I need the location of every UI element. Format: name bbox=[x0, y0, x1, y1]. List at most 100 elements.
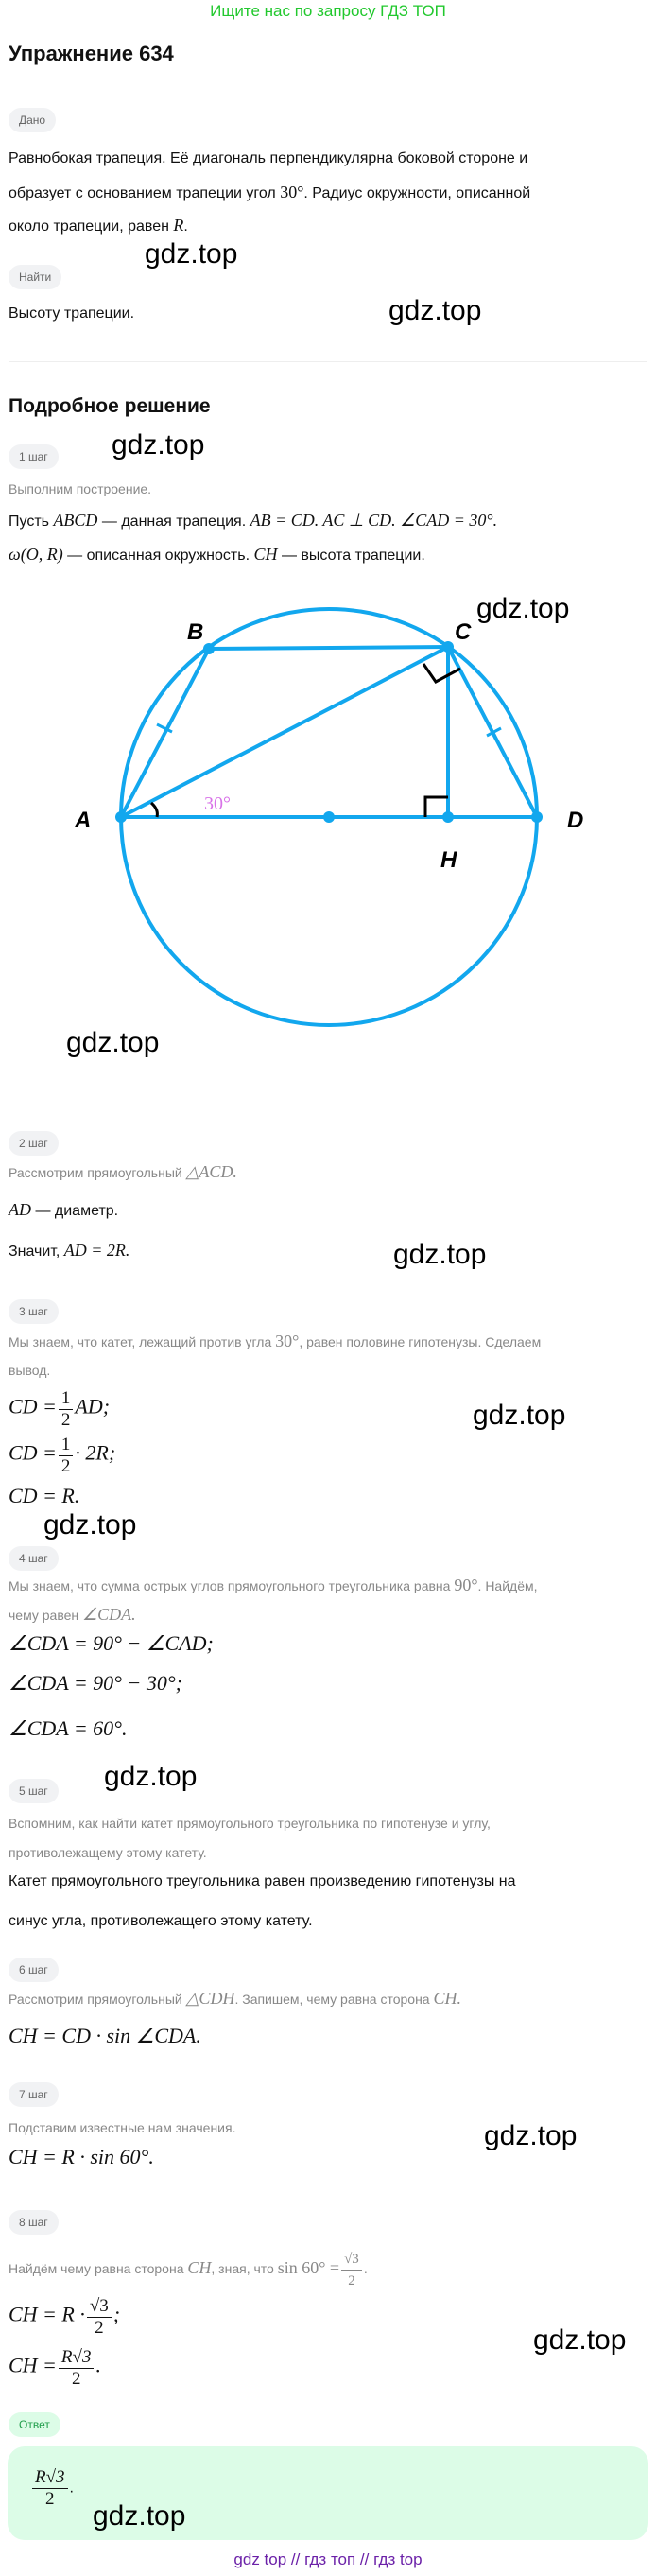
right-angle-h bbox=[423, 795, 448, 817]
point-d bbox=[531, 811, 543, 823]
page-title: Упражнение 634 bbox=[9, 42, 174, 65]
step-4-eq-3: ∠CDA = 60°. bbox=[9, 1718, 127, 1741]
text: . bbox=[183, 218, 188, 235]
math: ∠CDA = 90° − 30°; bbox=[9, 1671, 182, 1695]
fraction: √3 2 bbox=[86, 2296, 112, 2339]
math: sin 60° = bbox=[277, 2258, 340, 2278]
denominator: 2 bbox=[60, 1456, 71, 1476]
watermark: gdz.top bbox=[393, 1239, 487, 1270]
denominator: 2 bbox=[45, 2489, 55, 2509]
given-line-1: Равнобокая трапеция. Её диагональ перпен… bbox=[9, 150, 528, 166]
point-a bbox=[115, 811, 127, 823]
step-1-note: Выполним построение. bbox=[9, 481, 152, 496]
text: образует с основанием трапеции угол bbox=[9, 185, 276, 201]
step-7-badge: 7 шаг bbox=[9, 2082, 59, 2107]
fraction: R√3 2 bbox=[32, 2467, 68, 2510]
text: . Радиус окружности, описанной bbox=[303, 185, 531, 201]
math: · 2R; bbox=[75, 1440, 116, 1465]
step-5-rule-1: Катет прямоугольного треугольника равен … bbox=[9, 1873, 516, 1889]
math: ∠CDA. bbox=[82, 1605, 136, 1624]
watermark: gdz.top bbox=[145, 238, 238, 270]
watermark: gdz.top bbox=[104, 1761, 198, 1792]
denominator: 2 bbox=[60, 1410, 71, 1430]
point-b bbox=[203, 643, 215, 654]
step-4-note-1: Мы знаем, что сумма острых углов прямоуг… bbox=[9, 1575, 538, 1595]
step-2-line-2: Значит, AD = 2R. bbox=[9, 1241, 129, 1262]
math: R bbox=[173, 216, 184, 235]
math: CH = R · bbox=[9, 2302, 85, 2326]
divider bbox=[9, 361, 647, 362]
text: Значит, bbox=[9, 1244, 60, 1260]
text: . Найдём, bbox=[477, 1578, 538, 1593]
answer-badge: Ответ bbox=[9, 2412, 60, 2437]
step-5-note-1: Вспомним, как найти катет прямоугольного… bbox=[9, 1816, 491, 1831]
numerator: 1 bbox=[58, 1435, 74, 1456]
angle-arc-a bbox=[149, 801, 159, 818]
step-7-note: Подставим известные нам значения. bbox=[9, 2120, 236, 2135]
math: ω(O, R) bbox=[9, 545, 63, 564]
step-2-note: Рассмотрим прямоугольный △ACD. bbox=[9, 1162, 237, 1182]
step-4-eq-2: ∠CDA = 90° − 30°; bbox=[9, 1671, 182, 1696]
tick-cd bbox=[486, 726, 502, 738]
text: Мы знаем, что сумма острых углов прямоуг… bbox=[9, 1578, 451, 1593]
text: чему равен bbox=[9, 1608, 79, 1623]
point-o bbox=[323, 811, 335, 823]
denominator: 2 bbox=[95, 2318, 104, 2338]
trapezoid-figure: A B C D H 30° bbox=[74, 607, 583, 1027]
watermark: gdz.top bbox=[66, 1027, 160, 1058]
text: Пусть bbox=[9, 513, 49, 530]
find-badge: Найти bbox=[9, 265, 62, 289]
fraction: R√3 2 bbox=[58, 2347, 95, 2390]
step-3-note-1: Мы знаем, что катет, лежащий против угла… bbox=[9, 1332, 541, 1351]
step-3-eq-2: CD = 1 2 · 2R; bbox=[9, 1435, 115, 1477]
step-1-line-2: ω(O, R) — описанная окружность. CH — выс… bbox=[9, 545, 425, 566]
search-banner: Ищите нас по запросу ГДЗ ТОП bbox=[210, 2, 446, 20]
numerator: 1 bbox=[58, 1388, 74, 1410]
math: AD; bbox=[75, 1394, 111, 1419]
math: CD = R. bbox=[9, 1484, 80, 1507]
math: ABCD bbox=[53, 511, 98, 530]
text: . bbox=[69, 2480, 74, 2497]
step-7-eq: CH = R · sin 60°. bbox=[9, 2145, 154, 2169]
math: CH. bbox=[433, 1989, 462, 2008]
given-line-3: около трапеции, равен R. bbox=[9, 216, 188, 236]
step-2-line-1: AD — диаметр. bbox=[9, 1200, 118, 1221]
step-4-note-2: чему равен ∠CDA. bbox=[9, 1605, 136, 1625]
text: Найдём чему равна сторона bbox=[9, 2261, 184, 2277]
label-h: H bbox=[440, 847, 457, 873]
step-5-note-2: противолежащему этому катету. bbox=[9, 1845, 207, 1860]
numerator: √3 bbox=[341, 2249, 362, 2271]
math: CH bbox=[253, 545, 278, 564]
math: △CDH bbox=[185, 1989, 235, 2008]
math: AD bbox=[9, 1200, 31, 1219]
math: ∠CDA = 90° − ∠CAD; bbox=[9, 1631, 214, 1655]
text: — данная трапеция. bbox=[101, 513, 247, 530]
math: △ACD. bbox=[185, 1162, 237, 1181]
point-h bbox=[442, 811, 454, 823]
trapezoid-sides bbox=[119, 644, 539, 818]
watermark: gdz.top bbox=[43, 1509, 137, 1540]
step-4-badge: 4 шаг bbox=[9, 1546, 59, 1571]
text: — описанная окружность. bbox=[67, 548, 250, 564]
math: 30° bbox=[275, 1332, 300, 1350]
label-c: C bbox=[455, 619, 472, 645]
text: Рассмотрим прямоугольный bbox=[9, 1992, 182, 2007]
diagonal-ac bbox=[120, 645, 449, 819]
find-text: Высоту трапеции. bbox=[9, 305, 135, 322]
watermark: gdz.top bbox=[484, 2120, 578, 2151]
given-badge: Дано bbox=[9, 108, 57, 132]
math: CH = R · sin 60°. bbox=[9, 2145, 154, 2168]
step-1-badge: 1 шаг bbox=[9, 444, 59, 469]
math: AD = 2R. bbox=[63, 1241, 130, 1260]
numerator: R√3 bbox=[32, 2467, 68, 2489]
text: , равен половине гипотенузы. Сделаем bbox=[299, 1334, 542, 1349]
tick-ab bbox=[156, 722, 173, 734]
math: CD = bbox=[9, 1394, 57, 1419]
footer-links[interactable]: gdz top // гдз топ // гдз top bbox=[233, 2550, 423, 2568]
step-3-note-2: вывод. bbox=[9, 1363, 51, 1378]
step-5-badge: 5 шаг bbox=[9, 1779, 59, 1803]
math: CH = bbox=[9, 2353, 57, 2377]
step-1-line-1: Пусть ABCD — данная трапеция. AB = CD. A… bbox=[9, 511, 497, 531]
